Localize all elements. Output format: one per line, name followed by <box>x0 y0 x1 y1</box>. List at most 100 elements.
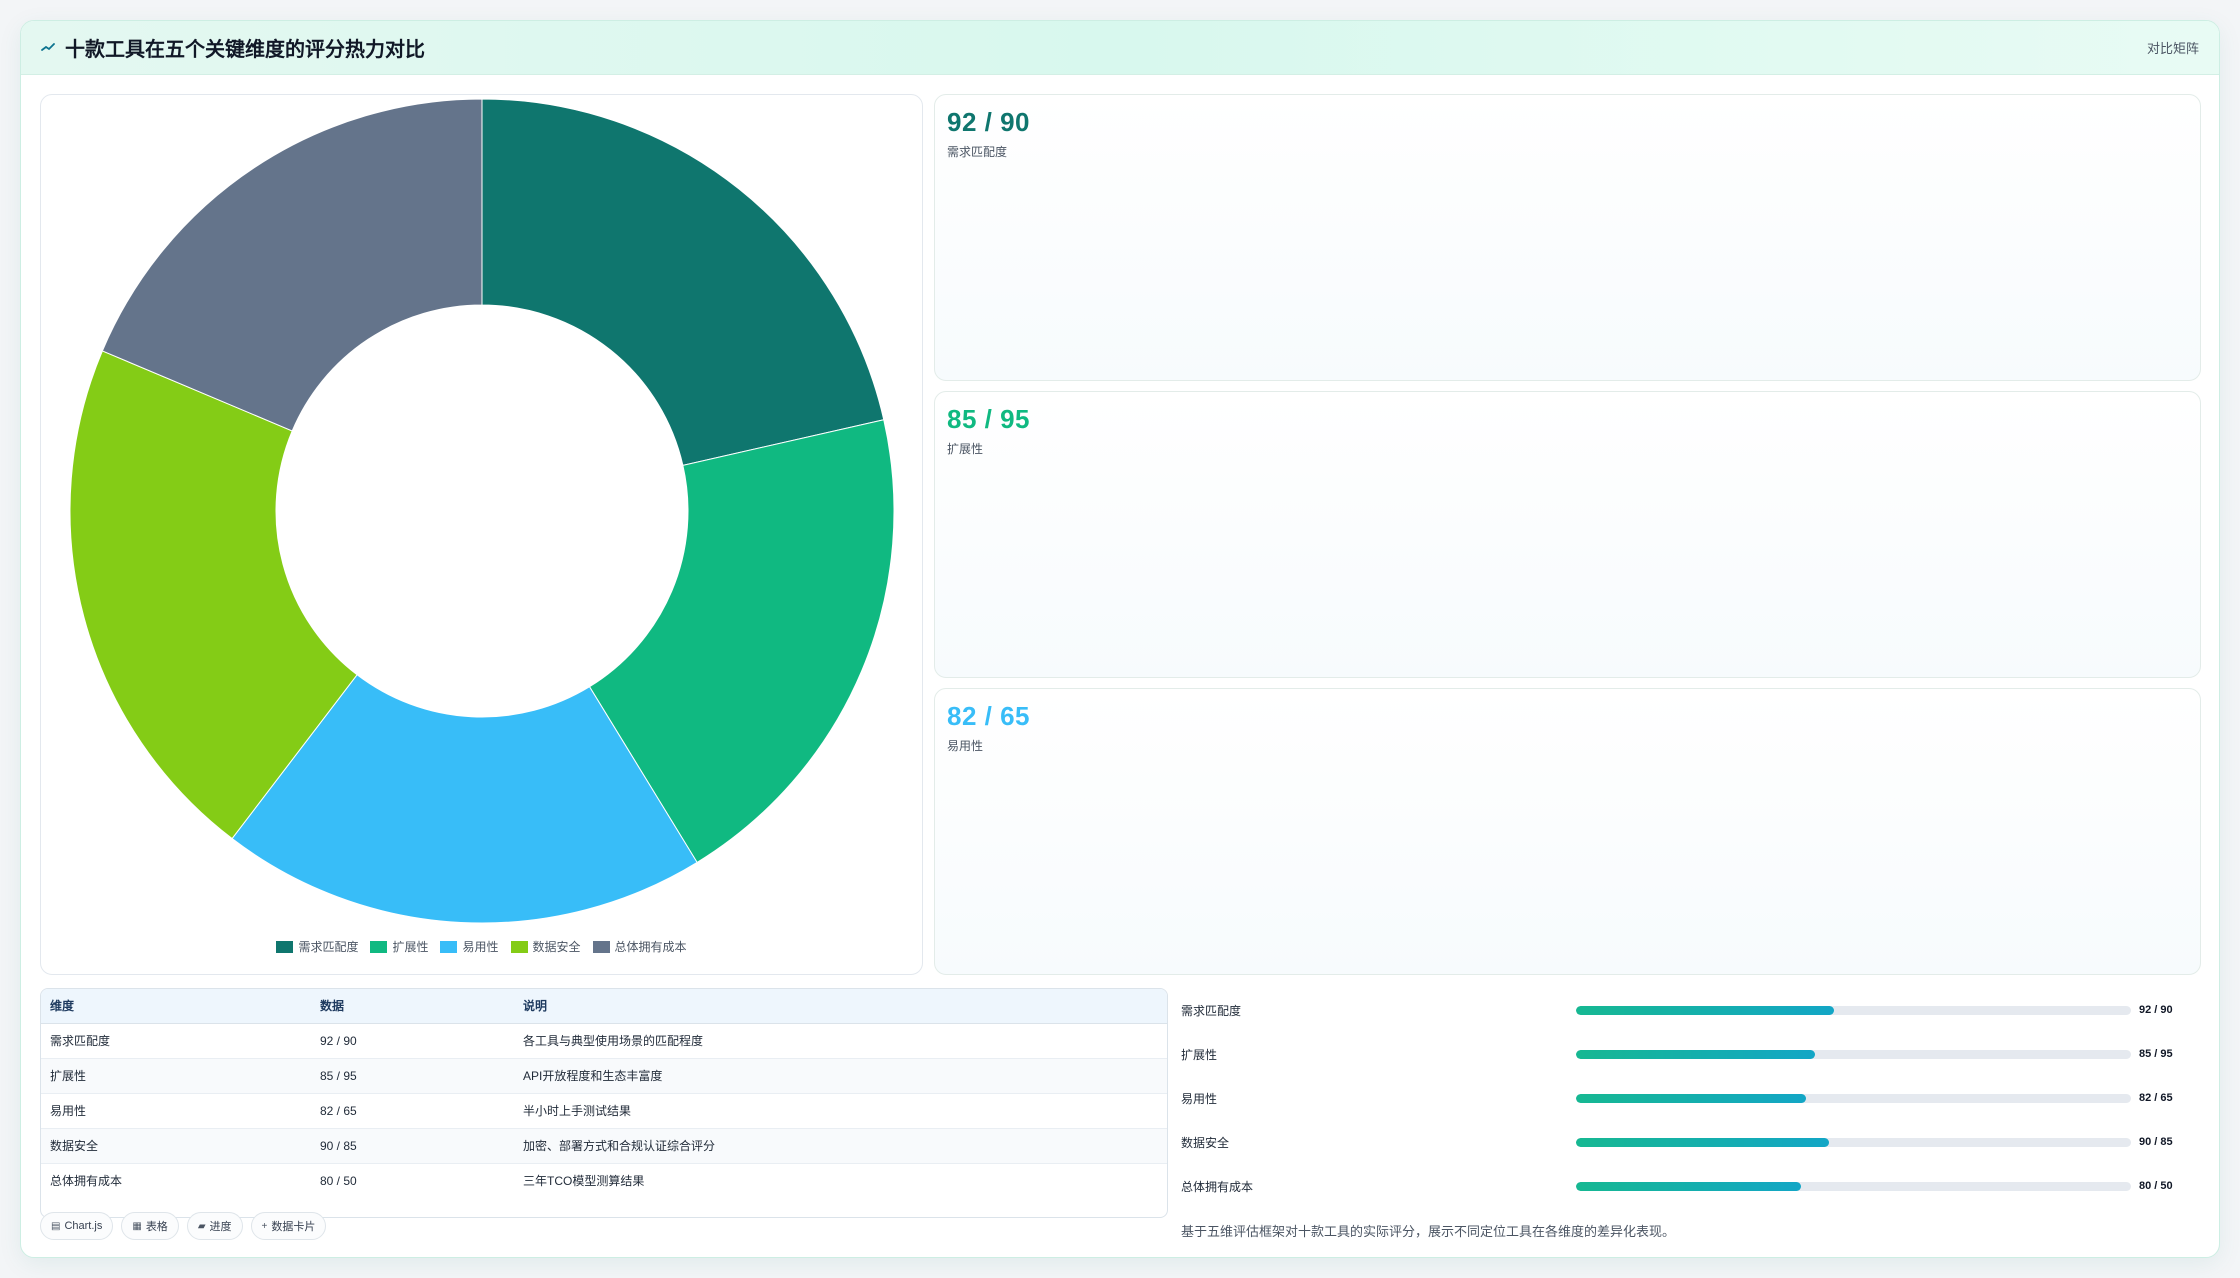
table-cell: 三年TCO模型测算结果 <box>523 1174 645 1189</box>
progress-label: 数据安全 <box>1181 1135 1230 1150</box>
table-row: 扩展性 85 / 95 API开放程度和生态丰富度 <box>41 1058 1167 1094</box>
view-tag[interactable]: 对比矩阵 <box>2146 41 2199 56</box>
data-table: 维度 数据 说明 需求匹配度 92 / 90 各工具与典型使用场景的匹配程度 扩… <box>40 988 1168 1218</box>
chip-chartjs[interactable]: ▤ Chart.js <box>40 1212 114 1240</box>
progress-track <box>1576 1093 2131 1103</box>
donut-chart-card: 需求匹配度 扩展性 易用性 数据安全 总体拥有成本 <box>40 94 923 975</box>
column-header-description: 说明 <box>514 989 1167 1024</box>
donut-slice-1[interactable] <box>481 98 885 466</box>
progress-value: 85 / 95 <box>2139 1048 2173 1060</box>
dashboard-frame: 十款工具在五个关键维度的评分热力对比 对比矩阵 需求匹配度 扩展性 易用性 数据安全总… <box>20 20 2220 1258</box>
table-cell: 85 / 95 <box>311 1058 514 1094</box>
progress-fill <box>1576 1137 1829 1147</box>
progress-value: 82 / 65 <box>2139 1092 2173 1104</box>
legend-item[interactable]: 总体拥有成本 <box>592 938 687 955</box>
stat-value: 85 / 95 <box>947 404 1031 434</box>
stat-card-usability: 82 / 65 易用性 <box>934 688 2201 975</box>
progress-fill <box>1576 1093 1807 1103</box>
chip-data-card[interactable]: + 数据卡片 <box>250 1212 327 1240</box>
page-title: 十款工具在五个关键维度的评分热力对比 <box>65 39 425 61</box>
table-cell: 80 / 50 <box>320 1173 357 1188</box>
legend-item[interactable]: 需求匹配度 <box>276 938 358 955</box>
stat-label: 需求匹配度 <box>947 145 1008 159</box>
progress-row: 数据安全 90 / 85 <box>1181 1120 2201 1164</box>
chart-caption: 基于五维评估框架对十款工具的实际评分，展示不同定位工具在各维度的差异化表现。 <box>1181 1224 1676 1239</box>
progress-row: 需求匹配度 92 / 90 <box>1181 988 2201 1032</box>
chip-label: Chart.js <box>64 1220 103 1232</box>
legend-label: 需求匹配度 <box>298 940 359 954</box>
stat-card-demand-match: 92 / 90 需求匹配度 <box>934 94 2201 381</box>
column-header-data: 数据 <box>311 989 514 1024</box>
table-cell: 加密、部署方式和合规认证综合评分 <box>514 1128 1167 1164</box>
progress-label: 需求匹配度 <box>1181 1003 1242 1018</box>
progress-list: 需求匹配度 92 / 90 扩展性 85 / 95 易用性 82 / 65 数据… <box>1181 988 2201 1208</box>
table-cell: 90 / 85 <box>311 1128 514 1164</box>
table-cell: 总体拥有成本 <box>50 1174 123 1189</box>
progress-value: 90 / 85 <box>2139 1136 2173 1148</box>
chip-progress[interactable]: ▰ 进度 <box>186 1212 243 1240</box>
legend-label: 易用性 <box>462 940 499 954</box>
progress-value: 80 / 50 <box>2139 1180 2173 1192</box>
plus-icon: + <box>261 1220 268 1232</box>
table-cell: 数据安全 <box>41 1128 311 1164</box>
legend-swatch <box>370 940 388 953</box>
donut-chart <box>69 98 895 924</box>
table-header-row: 维度 数据 说明 <box>41 989 1167 1024</box>
legend-swatch <box>592 940 610 953</box>
chip-table[interactable]: ▦ 表格 <box>121 1212 179 1240</box>
progress-fill <box>1576 1005 1835 1015</box>
progress-track <box>1576 1049 2131 1059</box>
progress-label: 扩展性 <box>1181 1047 1218 1062</box>
stat-label: 易用性 <box>947 739 984 753</box>
table-cell: 扩展性 <box>41 1058 311 1094</box>
table-cell: 需求匹配度 <box>41 1023 311 1059</box>
progress-track <box>1576 1137 2131 1147</box>
table-cell: 半小时上手测试结果 <box>514 1093 1167 1129</box>
table-row: 数据安全 90 / 85 加密、部署方式和合规认证综合评分 <box>41 1128 1167 1164</box>
table-cell: 各工具与典型使用场景的匹配程度 <box>514 1023 1167 1059</box>
table-cell: API开放程度和生态丰富度 <box>514 1058 1167 1094</box>
donut-slice-4[interactable] <box>69 350 358 840</box>
progress-icon: ▰ <box>197 1220 206 1232</box>
progress-row: 总体拥有成本 80 / 50 <box>1181 1164 2201 1208</box>
progress-track <box>1576 1181 2131 1191</box>
table-row: 易用性 82 / 65 半小时上手测试结果 <box>41 1093 1167 1129</box>
table-cell: 易用性 <box>41 1093 311 1129</box>
legend-item[interactable]: 易用性 <box>440 938 499 955</box>
header-left: 十款工具在五个关键维度的评分热力对比 <box>41 33 425 62</box>
header-bar: 十款工具在五个关键维度的评分热力对比 对比矩阵 <box>21 21 2219 75</box>
table-icon: ▦ <box>132 1220 142 1232</box>
legend-item[interactable]: 扩展性 <box>370 938 428 955</box>
chart-legend: 需求匹配度 扩展性 易用性 数据安全 总体拥有成本 <box>41 938 922 955</box>
feature-chips: ▤ Chart.js ▦ 表格 ▰ 进度 + 数据卡片 <box>40 1212 327 1240</box>
progress-track <box>1576 1005 2131 1015</box>
legend-item[interactable]: 数据安全 <box>510 938 581 955</box>
trend-line-icon <box>41 41 55 55</box>
table-row: 需求匹配度 92 / 90 各工具与典型使用场景的匹配程度 <box>41 1023 1167 1059</box>
donut-slice-3[interactable] <box>231 674 698 924</box>
stat-card-extensibility: 85 / 95 扩展性 <box>934 391 2201 678</box>
legend-label: 总体拥有成本 <box>614 940 687 954</box>
donut-slice-5[interactable] <box>101 98 483 432</box>
table-cell: 92 / 90 <box>311 1023 514 1059</box>
progress-fill <box>1576 1049 1815 1059</box>
chart-icon: ▤ <box>51 1220 61 1232</box>
column-header-dimension: 维度 <box>41 989 311 1024</box>
table-row: 总体拥有成本 80 / 50 三年TCO模型测算结果 <box>41 1163 1167 1198</box>
progress-fill <box>1576 1181 1801 1191</box>
legend-label: 数据安全 <box>532 940 581 954</box>
progress-row: 扩展性 85 / 95 <box>1181 1032 2201 1076</box>
progress-label: 总体拥有成本 <box>1181 1179 1254 1194</box>
progress-value: 92 / 90 <box>2139 1004 2173 1016</box>
stat-label: 扩展性 <box>947 442 984 456</box>
progress-row: 易用性 82 / 65 <box>1181 1076 2201 1120</box>
chip-label: 数据卡片 <box>271 1221 316 1233</box>
stat-value: 82 / 65 <box>947 701 1031 731</box>
stat-value: 92 / 90 <box>947 107 1031 137</box>
chip-label: 进度 <box>209 1221 232 1233</box>
chip-label: 表格 <box>145 1221 168 1233</box>
legend-swatch <box>276 940 294 953</box>
legend-label: 扩展性 <box>392 940 429 954</box>
donut-slice-2[interactable] <box>588 419 895 864</box>
legend-swatch <box>440 940 458 953</box>
